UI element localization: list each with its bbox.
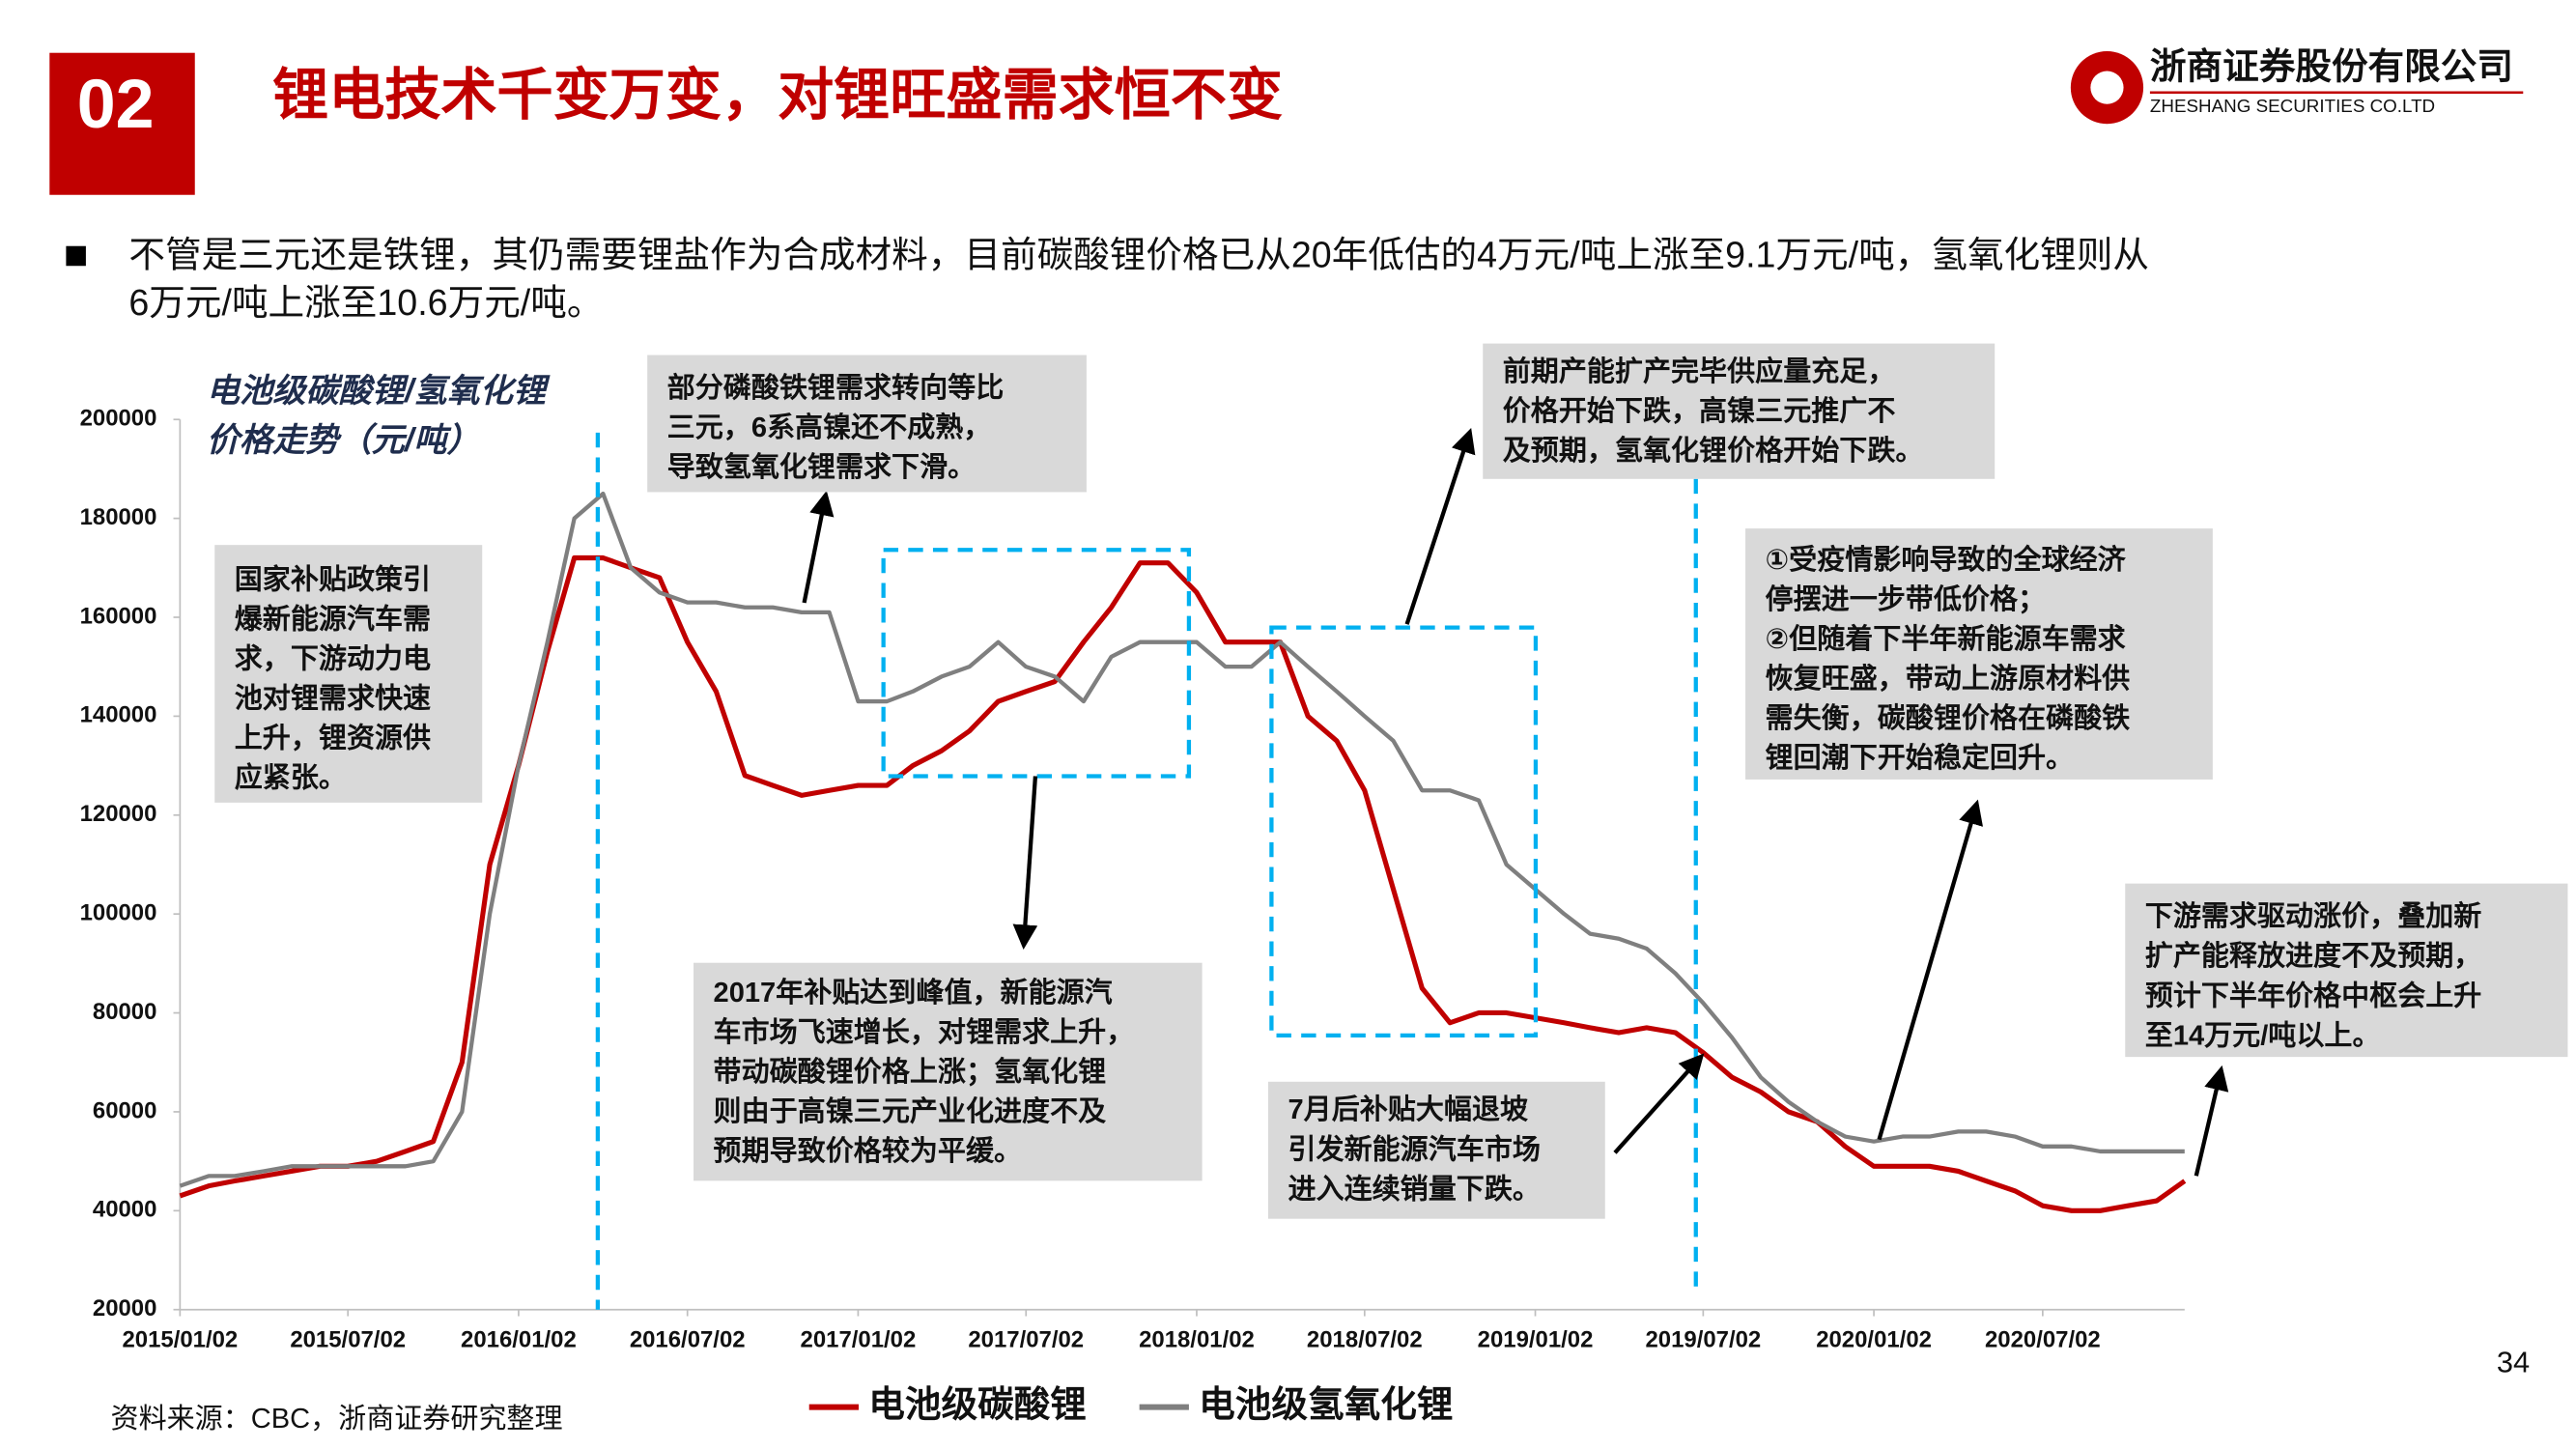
annotation-text: ①受疫情影响导致的全球经济 xyxy=(1766,543,2127,576)
source-note: 资料来源：CBC，浙商证券研究整理 xyxy=(111,1403,563,1435)
x-tick-label: 2020/07/02 xyxy=(1985,1327,2101,1353)
arrow xyxy=(802,490,835,604)
annotation-text: 爆新能源汽车需 xyxy=(235,602,431,635)
x-tick-label: 2015/07/02 xyxy=(290,1327,406,1353)
annotation-text: 求，下游动力电 xyxy=(235,643,431,675)
page-number: 34 xyxy=(2497,1345,2530,1378)
bullet-text: 不管是三元还是铁锂，其仍需要锂盐作为合成材料，目前碳酸锂价格已从20年低估的4万… xyxy=(128,235,2149,275)
annotation-text: 需失衡，碳酸锂价格在磷酸铁 xyxy=(1766,702,2131,734)
annotation-box xyxy=(2125,883,2568,1058)
y-tick-label: 20000 xyxy=(93,1295,157,1321)
x-tick-label: 2017/07/02 xyxy=(968,1327,1084,1353)
annotation-text: 上升，锂资源供 xyxy=(235,723,431,754)
section-number: 02 xyxy=(77,66,155,143)
annotation-text: 则由于高镍三元产业化进度不及 xyxy=(714,1095,1108,1127)
annotation-text: 下游需求驱动涨价，叠加新 xyxy=(2145,900,2482,932)
annotation-box xyxy=(1483,343,1996,479)
annotation-text: 进入连续销量下跌。 xyxy=(1288,1173,1541,1205)
x-tick-label: 2015/01/02 xyxy=(122,1327,238,1353)
section-badge xyxy=(49,52,195,195)
annotation-box xyxy=(214,545,483,803)
legend-label: 电池级碳酸锂 xyxy=(868,1384,1087,1425)
slide-title: 锂电技术千变万变，对锂旺盛需求恒不变 xyxy=(272,64,1283,127)
logo-icon-inner xyxy=(2090,71,2124,104)
y-tick-label: 60000 xyxy=(93,1097,157,1123)
annotation-text: 前期产能扩产完毕供应量充足， xyxy=(1503,355,1896,387)
annotation-text: 停摆进一步带低价格； xyxy=(1766,582,2046,615)
x-tick-label: 2017/01/02 xyxy=(801,1327,917,1353)
annotation-text: 引发新能源汽车市场 xyxy=(1288,1132,1541,1165)
y-tick-label: 140000 xyxy=(80,702,157,728)
annotation-text: 至14万元/吨以上。 xyxy=(2145,1019,2381,1051)
x-tick-label: 2020/01/02 xyxy=(1816,1327,1932,1353)
guide-box xyxy=(881,548,1192,779)
annotation-text: 价格开始下跌，高镍三元推广不 xyxy=(1503,395,1896,427)
chart-title: 价格走势（元/吨） xyxy=(207,422,480,459)
company-name-en: ZHESHANG SECURITIES CO.LTD xyxy=(2150,96,2435,116)
arrow xyxy=(1012,776,1038,951)
series-line xyxy=(179,491,2185,1188)
arrow xyxy=(1877,799,1983,1141)
plot: 20000 40000 60000 80000 100000 120000 140000 16… xyxy=(80,343,2568,1425)
y-tick-label: 200000 xyxy=(80,406,157,432)
annotation-text: 国家补贴政策引 xyxy=(235,562,431,595)
bullet-text: 6万元/吨上涨至10.6万元/吨。 xyxy=(128,282,603,323)
annotation-text: 扩产能释放进度不及预期， xyxy=(2145,940,2482,972)
annotation-box xyxy=(1267,1081,1605,1219)
annotation-text: 预计下半年价格中枢会上升 xyxy=(2145,979,2482,1011)
annotation-box xyxy=(1745,528,2213,780)
annotation-text: 池对锂需求快速 xyxy=(235,683,431,715)
x-tick-label: 2018/07/02 xyxy=(1307,1327,1423,1353)
bullet-marker xyxy=(66,245,86,267)
annotation-text: 带动碳酸锂价格上涨；氢氧化锂 xyxy=(714,1055,1107,1088)
annotation-text: 及预期，氢氧化锂价格开始下跌。 xyxy=(1503,434,1924,467)
annotation-text: 锂回潮下开始稳定回升。 xyxy=(1766,741,2075,774)
x-tick-label: 2018/01/02 xyxy=(1139,1327,1255,1353)
x-tick-label: 2019/01/02 xyxy=(1478,1327,1594,1353)
arrow xyxy=(2194,1065,2229,1177)
annotation-text: 三元，6系高镍还不成熟， xyxy=(667,412,992,443)
annotation-text: 恢复旺盛，带动上游原材料供 xyxy=(1766,663,2131,695)
annotation-box xyxy=(647,355,1087,493)
annotation-text: 预期导致价格较为平缓。 xyxy=(714,1134,1023,1167)
chart-title: 电池级碳酸锂/氢氧化锂 xyxy=(207,373,551,410)
y-tick-label: 180000 xyxy=(80,504,157,530)
annotation-text: 应紧张。 xyxy=(235,761,347,794)
annotation-text: 部分磷酸铁锂需求转向等比 xyxy=(667,371,1005,404)
annotation-text: 导致氢氧化锂需求下滑。 xyxy=(667,450,977,483)
y-tick-label: 40000 xyxy=(93,1197,157,1223)
annotation-text: 7月后补贴大幅退坡 xyxy=(1288,1094,1529,1125)
x-tick-label: 2019/07/02 xyxy=(1645,1327,1761,1353)
annotation-text: 2017年补贴达到峰值，新能源汽 xyxy=(714,976,1113,1009)
arrow xyxy=(1404,428,1476,625)
x-tick-label: 2016/01/02 xyxy=(461,1327,577,1353)
company-name: 浙商证券股份有限公司 xyxy=(2150,46,2513,87)
x-tick-label: 2016/07/02 xyxy=(630,1327,746,1353)
arrow xyxy=(1613,1053,1705,1154)
annotation-text: 车市场飞速增长，对锂需求上升， xyxy=(714,1015,1135,1048)
annotation-box xyxy=(694,962,1203,1181)
y-tick-label: 120000 xyxy=(80,801,157,827)
y-tick-label: 160000 xyxy=(80,603,157,629)
guide-box xyxy=(1269,625,1539,1038)
y-tick-label: 100000 xyxy=(80,899,157,925)
annotation-text: ②但随着下半年新能源车需求 xyxy=(1766,622,2127,655)
legend-label: 电池级氢氧化锂 xyxy=(1199,1384,1453,1425)
y-tick-label: 80000 xyxy=(93,999,157,1025)
